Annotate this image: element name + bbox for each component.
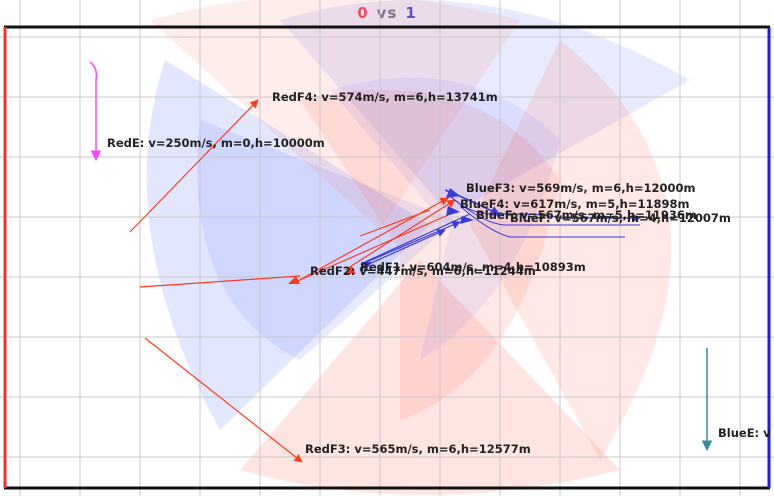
unit-label-red-f1: RedF1: v=604m/s, m=4,h=10893m xyxy=(360,260,586,274)
radar-zone-blue-mid xyxy=(197,120,455,360)
red-f1-track xyxy=(344,199,456,271)
red-f1-marker[interactable] xyxy=(344,266,356,274)
blue-missile-2 xyxy=(361,221,461,265)
blue-missile-1 xyxy=(359,229,446,269)
radar-zone-blue-upper xyxy=(280,0,690,215)
unit-label-blue-f-2: BlueF: v=567m/s, m=4,h=12007m xyxy=(510,211,731,225)
radar-zone-blue-center xyxy=(330,77,560,360)
red-f2-missile-2 xyxy=(295,197,449,283)
red-f4-track xyxy=(129,99,259,233)
red-f2-marker[interactable] xyxy=(288,276,300,284)
blue-f-track-c xyxy=(459,205,625,238)
unit-label-red-f3: RedF3: v=565m/s, m=6,h=12577m xyxy=(305,442,531,456)
blue-f-marker[interactable] xyxy=(460,216,474,224)
blue-score: 1 xyxy=(405,4,417,22)
red-e-track xyxy=(89,61,102,162)
blue-missile-3 xyxy=(364,213,471,263)
radar-zone-red-bottom xyxy=(240,260,620,495)
red-score: 0 xyxy=(357,4,369,22)
unit-label-red-e: RedE: v=250m/s, m=0,h=10000m xyxy=(107,136,325,150)
radar-zones xyxy=(146,0,690,495)
unit-label-blue-f3: BlueF3: v=569m/s, m=6,h=12000m xyxy=(466,181,696,195)
unit-label-blue-f: BlueF: v=567m/s, m=5,h=11936m xyxy=(476,208,697,222)
unit-label-red-f4: RedF4: v=574m/s, m=6,h=13741m xyxy=(272,90,498,104)
scoreboard: 0 vs 1 xyxy=(0,4,774,22)
blue-missile-head xyxy=(362,262,372,270)
red-f1-missile xyxy=(359,209,431,237)
red-f3-track xyxy=(144,337,303,463)
radar-zone-red-top xyxy=(150,0,520,230)
unit-label-blue-e: BlueE: v xyxy=(718,426,771,440)
unit-label-red-f2: RedF2: v=447m/s, m=6,h=11244m xyxy=(310,264,536,278)
unit-label-blue-f4: BlueF4: v=617m/s, m=5,h=11898m xyxy=(460,197,690,211)
unit-labels: RedF4: v=574m/s, m=6,h=13741m RedE: v=25… xyxy=(107,90,771,456)
blue-f-track-b xyxy=(454,199,640,226)
radar-zone-red-right xyxy=(470,40,672,460)
red-f2-track xyxy=(139,275,301,288)
blue-f3-marker[interactable] xyxy=(446,188,460,198)
blue-f4-marker[interactable] xyxy=(446,206,460,216)
red-f2-missile xyxy=(299,211,456,281)
score-separator: vs xyxy=(376,4,398,22)
trajectories xyxy=(89,61,713,463)
unit-markers xyxy=(288,188,474,284)
